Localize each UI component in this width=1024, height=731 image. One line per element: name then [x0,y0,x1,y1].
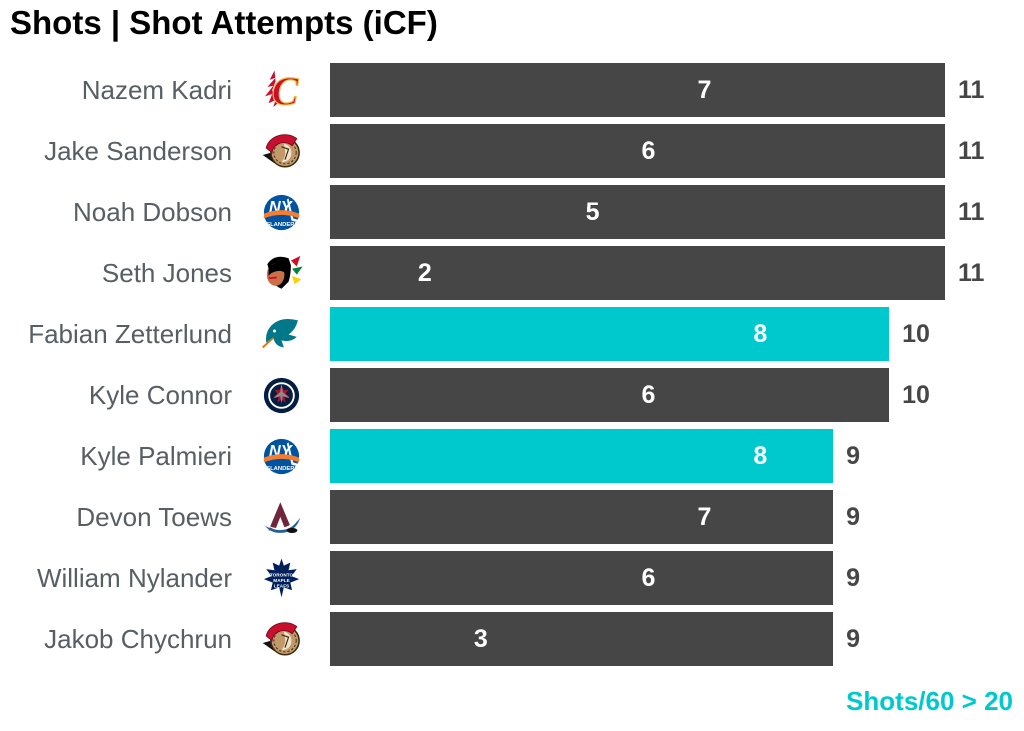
attempts-value-label: 9 [846,502,861,531]
player-row: Fabian Zetterlund 8 10 [0,307,1024,361]
shot-attempts-bar: 7 [330,490,834,544]
attempts-value-label: 11 [958,258,985,287]
footnote-shots-per-60: Shots/60 > 20 [846,686,1013,716]
winnipeg-jets-logo-icon [232,368,330,422]
bar-track: 6 11 [330,124,984,178]
attempts-value-label: 9 [846,624,861,653]
san-jose-sharks-logo-icon [232,307,330,361]
shot-attempts-bar: 8 [330,429,834,483]
shots-value-label: 7 [697,502,712,531]
attempts-value-label: 9 [846,441,861,470]
player-name: Kyle Palmieri [80,440,232,471]
player-name: Kyle Connor [88,379,232,410]
shot-attempts-bar: 3 [330,612,834,666]
attempts-value-label: 11 [958,197,985,226]
toronto-maple-leafs-logo-icon [232,551,330,605]
shots-value-label: 6 [641,136,656,165]
player-row: Jake Sanderson 6 11 [0,124,1024,178]
player-name: Fabian Zetterlund [28,318,232,349]
shot-attempts-bar: 2 [330,246,945,300]
shots-value-label: 8 [753,441,768,470]
chart-rows: Nazem Kadri 7 11 Jake Sanderson 6 11 Noah Dobs… [0,63,1024,666]
chart-title: Shots | Shot Attempts (iCF) [10,4,438,41]
new-york-islanders-logo-icon [232,429,330,483]
bar-track: 5 11 [330,185,984,239]
player-row: Jakob Chychrun 3 9 [0,612,1024,666]
shot-attempts-bar: 6 [330,551,834,605]
shot-attempts-bar: 6 [330,368,890,422]
shot-attempts-bar: 5 [330,185,945,239]
player-name: Noah Dobson [73,196,232,227]
bar-track: 8 10 [330,307,945,361]
player-name: Nazem Kadri [81,74,232,105]
shots-value-label: 7 [697,75,712,104]
player-row: Noah Dobson 5 11 [0,185,1024,239]
player-row: William Nylander 6 9 [0,551,1024,605]
calgary-flames-logo-icon [232,63,330,117]
shot-attempts-bar: 7 [330,63,945,117]
shots-value-label: 6 [641,380,656,409]
colorado-avalanche-logo-icon [232,490,330,544]
player-row: Kyle Connor 6 10 [0,368,1024,422]
ottawa-senators-logo-icon [232,124,330,178]
player-name: Seth Jones [101,257,232,288]
shots-value-label: 5 [585,197,600,226]
player-row: Seth Jones 2 11 [0,246,1024,300]
attempts-value-label: 11 [958,75,985,104]
shots-value-label: 6 [641,563,656,592]
attempts-value-label: 10 [902,319,930,348]
shot-attempts-bar: 6 [330,124,945,178]
player-name: Jakob Chychrun [44,623,232,654]
shots-value-label: 2 [417,258,432,287]
chicago-blackhawks-logo-icon [232,246,330,300]
player-row: Nazem Kadri 7 11 [0,63,1024,117]
attempts-value-label: 11 [958,136,985,165]
bar-track: 2 11 [330,246,984,300]
shot-attempts-bar: 8 [330,307,890,361]
bar-track: 7 11 [330,63,984,117]
player-row: Devon Toews 7 9 [0,490,1024,544]
bar-track: 6 10 [330,368,945,422]
player-name: Jake Sanderson [44,135,232,166]
shots-value-label: 3 [473,624,488,653]
attempts-value-label: 9 [846,563,861,592]
player-name: Devon Toews [76,501,232,532]
ottawa-senators-logo-icon [232,612,330,666]
attempts-value-label: 10 [902,380,930,409]
player-row: Kyle Palmieri 8 9 [0,429,1024,483]
shots-value-label: 8 [753,319,768,348]
player-name: William Nylander [36,562,232,593]
new-york-islanders-logo-icon [232,185,330,239]
